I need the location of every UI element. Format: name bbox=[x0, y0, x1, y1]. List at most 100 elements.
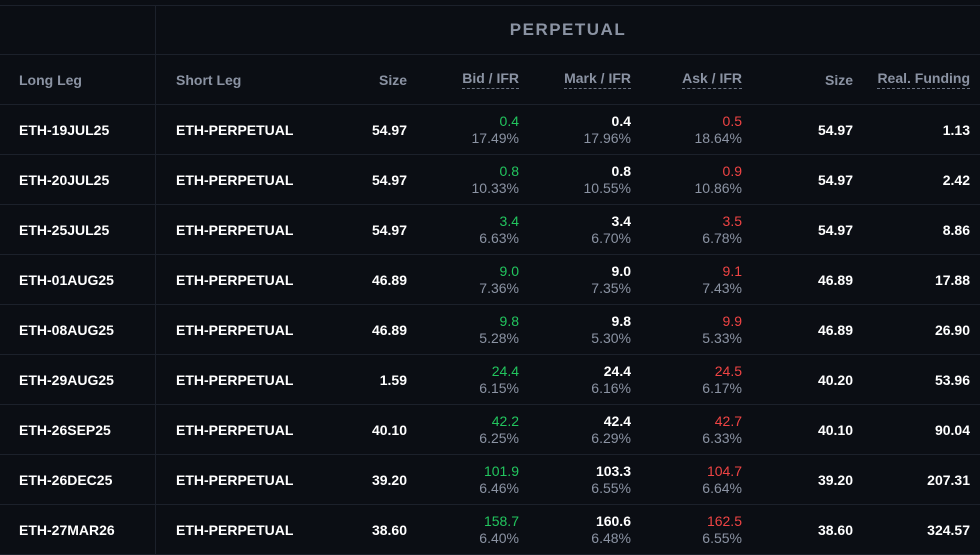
real-funding-cell: 90.04 bbox=[934, 421, 970, 438]
table-row[interactable]: ETH-26SEP25 ETH-PERPETUAL 40.10 42.2 6.25% 42… bbox=[0, 405, 980, 455]
table-row[interactable]: ETH-25JUL25 ETH-PERPETUAL 54.97 3.4 6.63% 3.4… bbox=[0, 205, 980, 255]
size-perpetual-cell: 54.97 bbox=[817, 121, 853, 138]
ask-cell[interactable]: 104.7 6.64% bbox=[631, 455, 742, 504]
ask-cell[interactable]: 0.5 18.64% bbox=[631, 105, 742, 154]
header-real-funding[interactable]: Real. Funding bbox=[853, 55, 970, 104]
mark-cell: 42.4 6.29% bbox=[519, 405, 631, 454]
ask-price: 162.5 bbox=[706, 512, 742, 529]
short-leg-cell: ETH-PERPETUAL bbox=[176, 471, 294, 488]
mark-ifr: 17.96% bbox=[583, 129, 631, 146]
long-leg-cell: ETH-26DEC25 bbox=[19, 471, 113, 488]
mark-cell: 3.4 6.70% bbox=[519, 205, 631, 254]
bid-cell[interactable]: 3.4 6.63% bbox=[407, 205, 519, 254]
mark-price: 0.8 bbox=[611, 162, 631, 179]
mark-price: 42.4 bbox=[603, 412, 631, 429]
table-row[interactable]: ETH-27MAR26 ETH-PERPETUAL 38.60 158.7 6.40% 1… bbox=[0, 505, 980, 555]
real-funding-cell: 2.42 bbox=[942, 171, 970, 188]
bid-cell[interactable]: 42.2 6.25% bbox=[407, 405, 519, 454]
header-ask-ifr[interactable]: Ask / IFR bbox=[631, 55, 742, 104]
ask-cell[interactable]: 9.9 5.33% bbox=[631, 305, 742, 354]
real-funding-cell: 324.57 bbox=[927, 521, 970, 538]
group-title-perpetual: PERPETUAL bbox=[509, 20, 627, 39]
mark-price: 3.4 bbox=[611, 212, 631, 229]
table-row[interactable]: ETH-26DEC25 ETH-PERPETUAL 39.20 101.9 6.46% 1… bbox=[0, 455, 980, 505]
ask-ifr: 6.33% bbox=[702, 429, 742, 446]
bid-cell[interactable]: 158.7 6.40% bbox=[407, 505, 519, 554]
bid-ifr: 17.49% bbox=[471, 129, 519, 146]
bid-price: 0.8 bbox=[499, 162, 519, 179]
mark-cell: 9.0 7.35% bbox=[519, 255, 631, 304]
table-row[interactable]: ETH-08AUG25 ETH-PERPETUAL 46.89 9.8 5.28% 9.8… bbox=[0, 305, 980, 355]
ask-cell[interactable]: 42.7 6.33% bbox=[631, 405, 742, 454]
table-row[interactable]: ETH-20JUL25 ETH-PERPETUAL 54.97 0.8 10.33% 0.… bbox=[0, 155, 980, 205]
ask-price: 104.7 bbox=[706, 462, 742, 479]
bid-ifr: 6.46% bbox=[479, 479, 519, 496]
bid-price: 24.4 bbox=[491, 362, 519, 379]
table-body: ETH-19JUL25 ETH-PERPETUAL 54.97 0.4 17.49% 0.… bbox=[0, 105, 980, 555]
header-short-leg[interactable]: Short Leg bbox=[176, 71, 242, 88]
size-perpetual-cell: 40.10 bbox=[817, 421, 853, 438]
bid-cell[interactable]: 0.4 17.49% bbox=[407, 105, 519, 154]
mark-price: 24.4 bbox=[603, 362, 631, 379]
ask-price: 0.9 bbox=[722, 162, 742, 179]
header-mark-ifr[interactable]: Mark / IFR bbox=[519, 55, 631, 104]
ask-ifr: 18.64% bbox=[694, 129, 742, 146]
size-perpetual-cell: 54.97 bbox=[817, 221, 853, 238]
mark-price: 9.8 bbox=[611, 312, 631, 329]
table-row[interactable]: ETH-19JUL25 ETH-PERPETUAL 54.97 0.4 17.49% 0.… bbox=[0, 105, 980, 155]
header-size[interactable]: Size bbox=[378, 71, 407, 88]
size-cell: 1.59 bbox=[379, 371, 407, 388]
long-leg-cell: ETH-20JUL25 bbox=[19, 171, 110, 188]
short-leg-cell: ETH-PERPETUAL bbox=[176, 321, 294, 338]
ask-cell[interactable]: 24.5 6.17% bbox=[631, 355, 742, 404]
mark-ifr: 6.16% bbox=[591, 379, 631, 396]
size-cell: 40.10 bbox=[371, 421, 407, 438]
mark-ifr: 6.29% bbox=[591, 429, 631, 446]
ask-price: 42.7 bbox=[714, 412, 742, 429]
ask-cell[interactable]: 3.5 6.78% bbox=[631, 205, 742, 254]
mark-price: 103.3 bbox=[595, 462, 631, 479]
bid-price: 158.7 bbox=[483, 512, 519, 529]
mark-cell: 0.8 10.55% bbox=[519, 155, 631, 204]
table-row[interactable]: ETH-29AUG25 ETH-PERPETUAL 1.59 24.4 6.15% 24.… bbox=[0, 355, 980, 405]
size-perpetual-cell: 54.97 bbox=[817, 171, 853, 188]
table-row[interactable]: ETH-01AUG25 ETH-PERPETUAL 46.89 9.0 7.36% 9.0… bbox=[0, 255, 980, 305]
ask-cell[interactable]: 162.5 6.55% bbox=[631, 505, 742, 554]
mark-price: 160.6 bbox=[595, 512, 631, 529]
ask-cell[interactable]: 9.1 7.43% bbox=[631, 255, 742, 304]
mark-ifr: 7.35% bbox=[591, 279, 631, 296]
header-long-leg[interactable]: Long Leg bbox=[19, 71, 82, 88]
ask-ifr: 5.33% bbox=[702, 329, 742, 346]
size-cell: 46.89 bbox=[371, 321, 407, 338]
bid-cell[interactable]: 9.8 5.28% bbox=[407, 305, 519, 354]
mark-price: 9.0 bbox=[611, 262, 631, 279]
ask-ifr: 6.64% bbox=[702, 479, 742, 496]
bid-ifr: 5.28% bbox=[479, 329, 519, 346]
size-cell: 54.97 bbox=[371, 121, 407, 138]
bid-price: 0.4 bbox=[499, 112, 519, 129]
bid-ifr: 6.63% bbox=[479, 229, 519, 246]
short-leg-cell: ETH-PERPETUAL bbox=[176, 171, 294, 188]
long-leg-cell: ETH-08AUG25 bbox=[19, 321, 114, 338]
mark-cell: 103.3 6.55% bbox=[519, 455, 631, 504]
mark-ifr: 6.48% bbox=[591, 529, 631, 546]
bid-cell[interactable]: 24.4 6.15% bbox=[407, 355, 519, 404]
header-size-perpetual[interactable]: Size bbox=[824, 71, 853, 88]
ask-cell[interactable]: 0.9 10.86% bbox=[631, 155, 742, 204]
bid-ifr: 6.25% bbox=[479, 429, 519, 446]
ask-ifr: 10.86% bbox=[694, 179, 742, 196]
bid-ifr: 6.15% bbox=[479, 379, 519, 396]
bid-ifr: 10.33% bbox=[471, 179, 519, 196]
bid-price: 42.2 bbox=[491, 412, 519, 429]
real-funding-cell: 53.96 bbox=[934, 371, 970, 388]
long-leg-cell: ETH-27MAR26 bbox=[19, 521, 115, 538]
real-funding-cell: 17.88 bbox=[934, 271, 970, 288]
header-bid-ifr[interactable]: Bid / IFR bbox=[407, 55, 519, 104]
bid-cell[interactable]: 101.9 6.46% bbox=[407, 455, 519, 504]
bid-price: 9.0 bbox=[499, 262, 519, 279]
bid-cell[interactable]: 9.0 7.36% bbox=[407, 255, 519, 304]
bid-ifr: 6.40% bbox=[479, 529, 519, 546]
mark-ifr: 6.70% bbox=[591, 229, 631, 246]
bid-cell[interactable]: 0.8 10.33% bbox=[407, 155, 519, 204]
size-cell: 39.20 bbox=[371, 471, 407, 488]
